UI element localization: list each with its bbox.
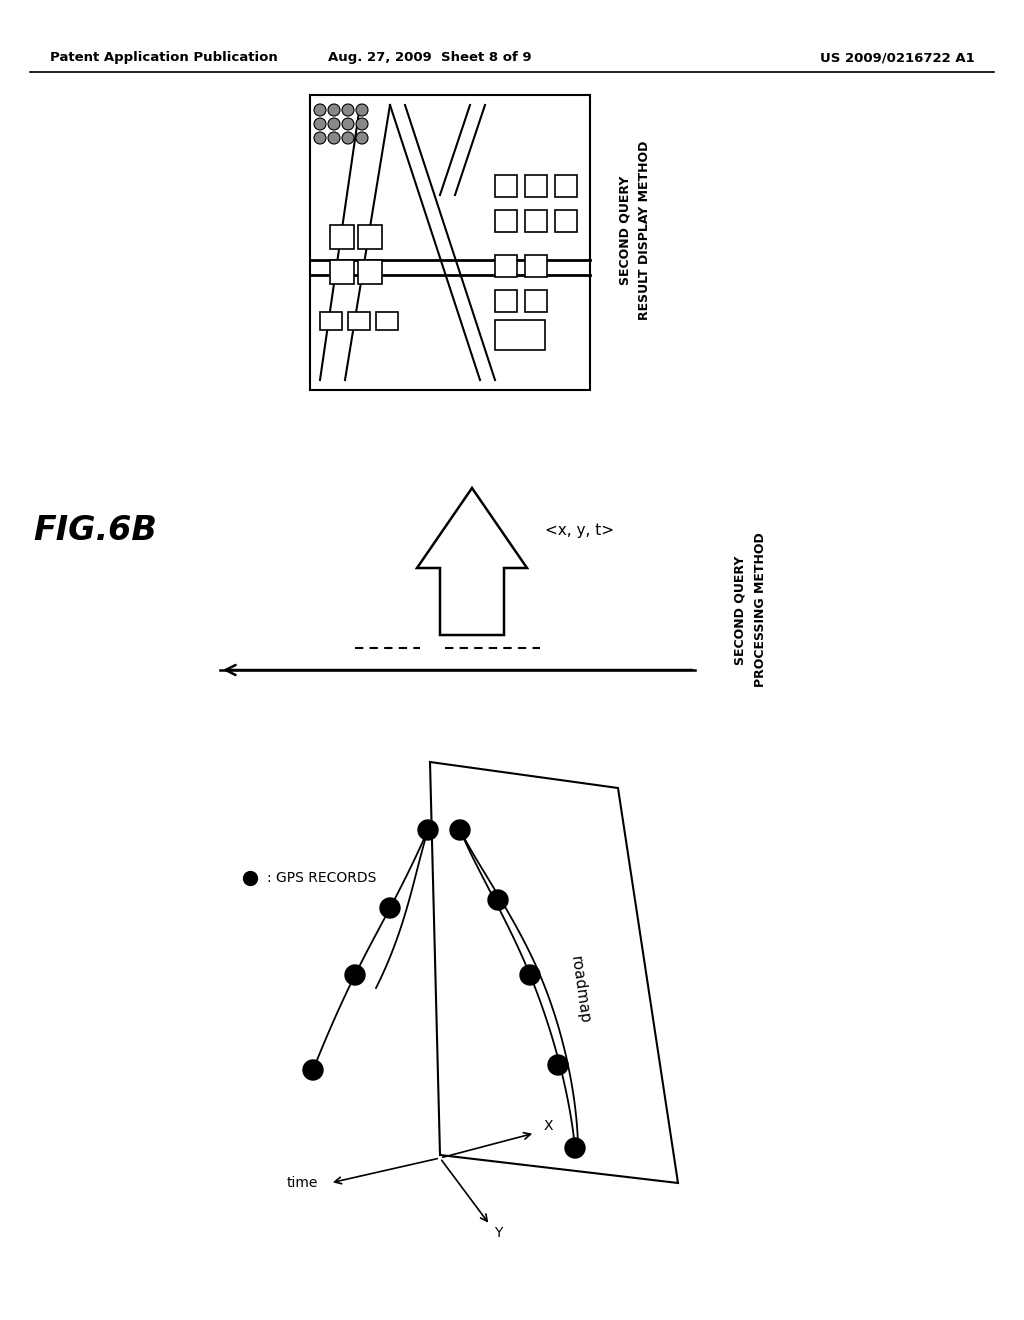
Circle shape xyxy=(356,132,368,144)
Bar xyxy=(495,255,517,277)
Bar xyxy=(358,260,382,284)
Circle shape xyxy=(328,132,340,144)
Circle shape xyxy=(342,104,354,116)
Text: PROCESSING METHOD: PROCESSING METHOD xyxy=(754,533,767,688)
Circle shape xyxy=(565,1138,585,1158)
Circle shape xyxy=(548,1055,568,1074)
Circle shape xyxy=(356,117,368,129)
Bar xyxy=(495,290,517,312)
Bar xyxy=(495,319,545,350)
Bar xyxy=(330,260,354,284)
Circle shape xyxy=(418,820,438,840)
Circle shape xyxy=(342,132,354,144)
Text: FIG.6B: FIG.6B xyxy=(33,513,157,546)
Text: RESULT DISPLAY METHOD: RESULT DISPLAY METHOD xyxy=(639,140,651,319)
Text: <x, y, t>: <x, y, t> xyxy=(545,523,614,537)
Text: US 2009/0216722 A1: US 2009/0216722 A1 xyxy=(820,51,975,65)
Text: Y: Y xyxy=(494,1226,502,1239)
Circle shape xyxy=(342,117,354,129)
Text: SECOND QUERY: SECOND QUERY xyxy=(618,176,632,285)
Bar xyxy=(525,290,547,312)
Text: X: X xyxy=(544,1119,553,1133)
Circle shape xyxy=(345,965,365,985)
Bar xyxy=(555,210,577,232)
Circle shape xyxy=(380,898,400,917)
Bar xyxy=(525,210,547,232)
Bar xyxy=(495,210,517,232)
Text: : GPS RECORDS: : GPS RECORDS xyxy=(267,871,377,884)
Circle shape xyxy=(314,132,326,144)
Bar xyxy=(310,95,590,389)
Text: Patent Application Publication: Patent Application Publication xyxy=(50,51,278,65)
Polygon shape xyxy=(430,762,678,1183)
Circle shape xyxy=(488,890,508,909)
Circle shape xyxy=(314,117,326,129)
Bar xyxy=(555,176,577,197)
Bar xyxy=(319,312,342,330)
Circle shape xyxy=(328,104,340,116)
Circle shape xyxy=(303,1060,323,1080)
Text: time: time xyxy=(287,1176,318,1191)
Polygon shape xyxy=(417,488,527,635)
Bar xyxy=(525,176,547,197)
Text: roadmap: roadmap xyxy=(567,956,592,1024)
Text: Aug. 27, 2009  Sheet 8 of 9: Aug. 27, 2009 Sheet 8 of 9 xyxy=(328,51,531,65)
Bar xyxy=(525,255,547,277)
Bar xyxy=(348,312,370,330)
Circle shape xyxy=(450,820,470,840)
Circle shape xyxy=(328,117,340,129)
Bar xyxy=(358,224,382,249)
Bar xyxy=(495,176,517,197)
Bar xyxy=(330,224,354,249)
Bar xyxy=(376,312,398,330)
Text: SECOND QUERY: SECOND QUERY xyxy=(733,556,746,665)
Circle shape xyxy=(520,965,540,985)
Circle shape xyxy=(314,104,326,116)
Circle shape xyxy=(356,104,368,116)
